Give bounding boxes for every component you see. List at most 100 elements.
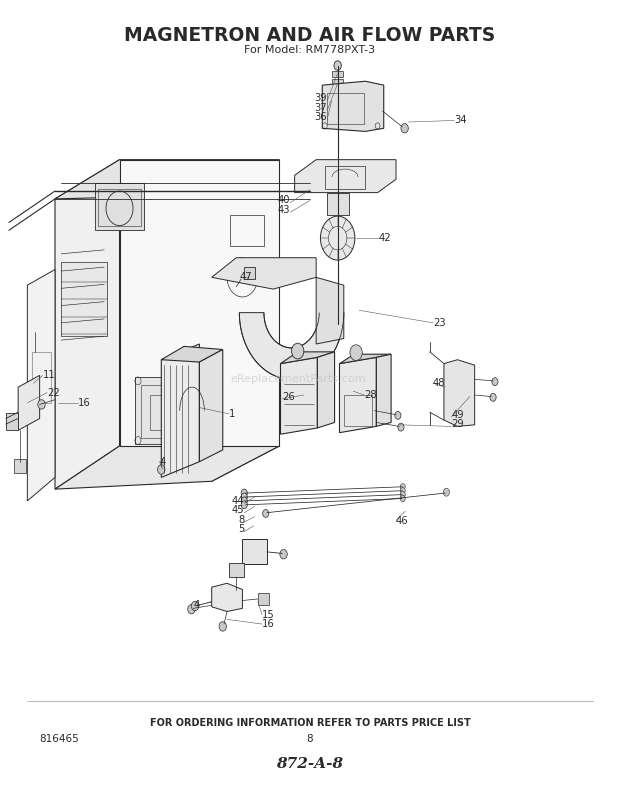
Polygon shape — [18, 375, 40, 431]
Polygon shape — [444, 359, 475, 427]
Circle shape — [263, 510, 269, 517]
Bar — [14, 459, 26, 473]
Text: FOR ORDERING INFORMATION REFER TO PARTS PRICE LIST: FOR ORDERING INFORMATION REFER TO PARTS … — [149, 718, 471, 728]
Circle shape — [188, 604, 195, 614]
Text: 22: 22 — [47, 388, 60, 397]
Text: eReplacementParts.com: eReplacementParts.com — [230, 374, 365, 384]
Polygon shape — [55, 446, 279, 489]
Bar — [326, 166, 365, 190]
Circle shape — [401, 483, 405, 490]
Text: For Model: RM778PXT-3: For Model: RM778PXT-3 — [244, 45, 376, 55]
Circle shape — [401, 491, 405, 498]
Polygon shape — [200, 349, 223, 461]
Circle shape — [241, 493, 247, 501]
Circle shape — [241, 501, 247, 509]
Polygon shape — [280, 357, 317, 434]
Bar — [244, 267, 255, 279]
Text: 23: 23 — [433, 318, 446, 328]
Polygon shape — [27, 269, 55, 501]
Text: 872-A-8: 872-A-8 — [277, 757, 343, 771]
Bar — [32, 352, 51, 403]
Bar — [230, 215, 264, 246]
Polygon shape — [239, 313, 344, 379]
Bar — [258, 593, 269, 605]
Text: 48: 48 — [433, 378, 445, 388]
Circle shape — [334, 61, 342, 70]
Circle shape — [219, 622, 226, 631]
Polygon shape — [322, 81, 384, 131]
Polygon shape — [280, 352, 335, 363]
Text: 5: 5 — [238, 524, 244, 534]
Text: 4: 4 — [159, 457, 166, 467]
Bar — [242, 539, 267, 563]
Text: 8: 8 — [238, 515, 244, 525]
Bar — [332, 79, 343, 85]
Polygon shape — [161, 346, 223, 362]
Circle shape — [38, 400, 45, 409]
Bar — [141, 385, 190, 438]
Circle shape — [443, 488, 449, 496]
Polygon shape — [120, 160, 279, 446]
Circle shape — [492, 378, 498, 386]
Circle shape — [398, 423, 404, 431]
Text: 42: 42 — [379, 233, 391, 243]
Text: 4: 4 — [193, 600, 200, 610]
Text: 47: 47 — [239, 273, 252, 282]
Polygon shape — [316, 277, 344, 344]
Circle shape — [401, 487, 405, 494]
Circle shape — [280, 550, 287, 559]
Text: 26: 26 — [282, 392, 295, 401]
Text: 40: 40 — [278, 195, 290, 205]
Circle shape — [321, 216, 355, 260]
Polygon shape — [55, 160, 279, 199]
Circle shape — [241, 489, 247, 497]
Text: 49: 49 — [451, 409, 464, 419]
Circle shape — [401, 123, 409, 133]
Bar — [332, 71, 343, 77]
Polygon shape — [211, 160, 279, 481]
Text: 1: 1 — [229, 409, 235, 419]
Circle shape — [490, 393, 496, 401]
Bar — [6, 413, 18, 431]
Circle shape — [157, 465, 165, 474]
Bar — [95, 183, 144, 230]
Text: 15: 15 — [262, 610, 275, 619]
Bar — [150, 395, 181, 431]
Text: 28: 28 — [364, 390, 377, 400]
Text: 37: 37 — [314, 103, 327, 113]
Text: 816465: 816465 — [40, 734, 79, 743]
Polygon shape — [211, 258, 316, 289]
Text: 11: 11 — [43, 371, 55, 381]
Circle shape — [401, 495, 405, 502]
Polygon shape — [211, 583, 242, 611]
Text: 43: 43 — [278, 205, 290, 215]
Circle shape — [334, 201, 342, 210]
Bar — [135, 377, 197, 444]
Text: 16: 16 — [78, 398, 91, 408]
Text: 46: 46 — [396, 516, 409, 525]
Circle shape — [350, 344, 362, 360]
Polygon shape — [317, 352, 335, 428]
Text: 34: 34 — [454, 115, 467, 126]
Text: 44: 44 — [232, 496, 244, 506]
Polygon shape — [55, 160, 120, 489]
Bar — [327, 93, 364, 124]
Circle shape — [241, 497, 247, 505]
Polygon shape — [161, 344, 200, 477]
Text: 36: 36 — [314, 112, 327, 122]
Bar — [229, 562, 244, 577]
Circle shape — [192, 601, 199, 611]
Text: 39: 39 — [314, 93, 327, 103]
Polygon shape — [340, 357, 376, 433]
Bar — [98, 189, 141, 227]
Text: 29: 29 — [451, 419, 464, 429]
Polygon shape — [294, 160, 396, 193]
Circle shape — [395, 412, 401, 419]
Text: 45: 45 — [232, 506, 244, 515]
Bar — [344, 395, 372, 427]
Polygon shape — [340, 354, 391, 363]
Polygon shape — [376, 354, 391, 427]
Bar — [327, 193, 348, 215]
Text: 8: 8 — [307, 734, 313, 743]
Bar — [61, 261, 107, 337]
